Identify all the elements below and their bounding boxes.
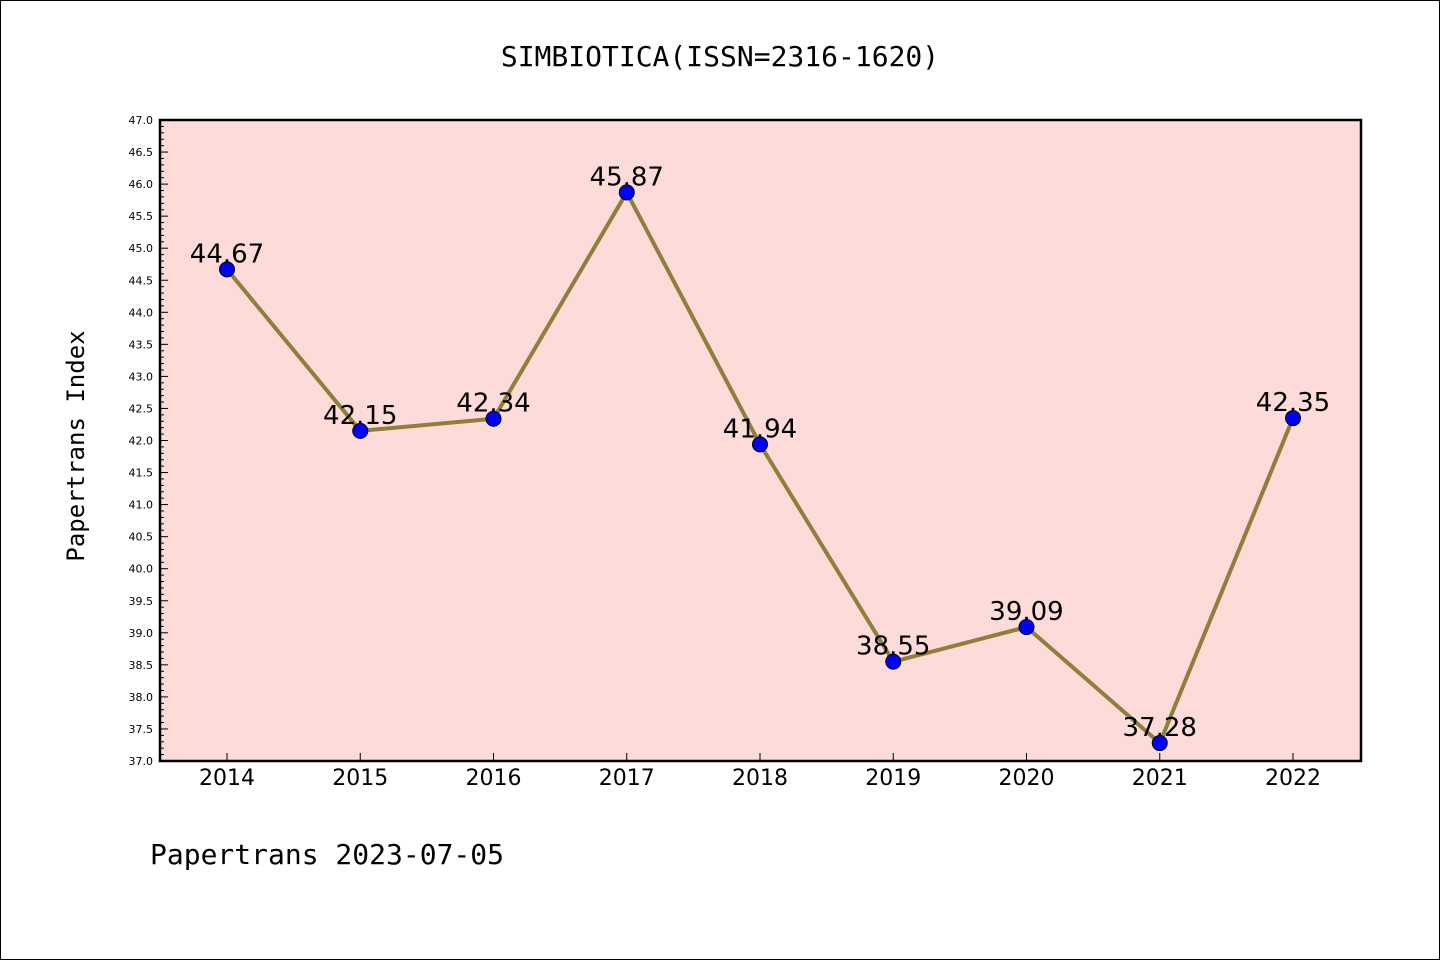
- y-tick-label: 39.0: [129, 627, 154, 640]
- y-tick-label: 37.5: [129, 723, 154, 736]
- y-tick-label: 42.5: [129, 402, 154, 415]
- x-tick-label: 2018: [732, 766, 788, 791]
- x-tick-label: 2015: [332, 766, 388, 791]
- y-tick-label: 46.0: [129, 178, 154, 191]
- x-tick-label: 2016: [466, 766, 522, 791]
- y-axis-ticks: 37.0 37.5 38.0 38.5 39.0 39.5 40.0 40.5 41.0 41.5…: [129, 114, 168, 768]
- x-tick-label: 2017: [599, 766, 655, 791]
- series-layer: 44.67 42.15 42.34 45.87 41.94 38.55 39.09 37.28…: [190, 162, 1330, 752]
- data-point: [219, 261, 235, 278]
- data-label: 38.55: [856, 632, 930, 662]
- data-point: [885, 653, 902, 670]
- data-point: [1151, 735, 1168, 752]
- y-tick-label: 45.0: [129, 242, 154, 255]
- y-tick-label: 45.5: [129, 210, 154, 223]
- x-tick-label: 2019: [865, 766, 921, 791]
- data-label: 42.34: [456, 389, 530, 419]
- footer-credit: Papertrans 2023-07-05: [150, 838, 504, 871]
- y-tick-label: 42.0: [129, 435, 154, 448]
- y-tick-label: 39.5: [129, 595, 154, 608]
- y-tick-label: 44.5: [129, 274, 154, 287]
- data-label: 37.28: [1123, 713, 1197, 743]
- y-tick-label: 40.5: [129, 531, 154, 544]
- data-point: [1018, 619, 1035, 636]
- data-label: 44.67: [190, 239, 264, 269]
- data-label: 42.15: [323, 401, 397, 431]
- y-tick-label: 38.5: [129, 659, 154, 672]
- x-axis-ticks: 2014 2015 2016 2017 2018 2019 2020 2021 2022: [199, 753, 1321, 791]
- y-axis-label: Papertrans Index: [62, 330, 90, 561]
- x-tick-label: 2014: [199, 766, 255, 791]
- data-point: [618, 184, 635, 201]
- data-label: 41.94: [723, 414, 797, 444]
- chart-title: SIMBIOTICA(ISSN=2316-1620): [501, 40, 939, 73]
- x-tick-label: 2021: [1132, 766, 1188, 791]
- data-point: [485, 410, 502, 427]
- y-tick-label: 47.0: [129, 114, 154, 127]
- y-tick-label: 38.0: [129, 691, 154, 704]
- data-point: [1285, 410, 1301, 427]
- data-label: 39.09: [989, 597, 1063, 627]
- y-tick-label: 41.0: [129, 499, 154, 512]
- data-point: [352, 422, 369, 439]
- y-tick-label: 44.0: [129, 306, 154, 319]
- y-tick-label: 46.5: [129, 146, 154, 159]
- data-label: 45.87: [590, 162, 664, 192]
- data-label: 42.35: [1256, 388, 1330, 418]
- x-tick-label: 2022: [1265, 766, 1321, 791]
- y-tick-label: 37.0: [129, 755, 154, 768]
- y-tick-label: 40.0: [129, 563, 154, 576]
- x-tick-label: 2020: [999, 766, 1055, 791]
- y-tick-label: 43.5: [129, 338, 154, 351]
- data-point: [752, 436, 768, 453]
- y-tick-label: 43.0: [129, 370, 154, 383]
- y-tick-label: 41.5: [129, 467, 154, 480]
